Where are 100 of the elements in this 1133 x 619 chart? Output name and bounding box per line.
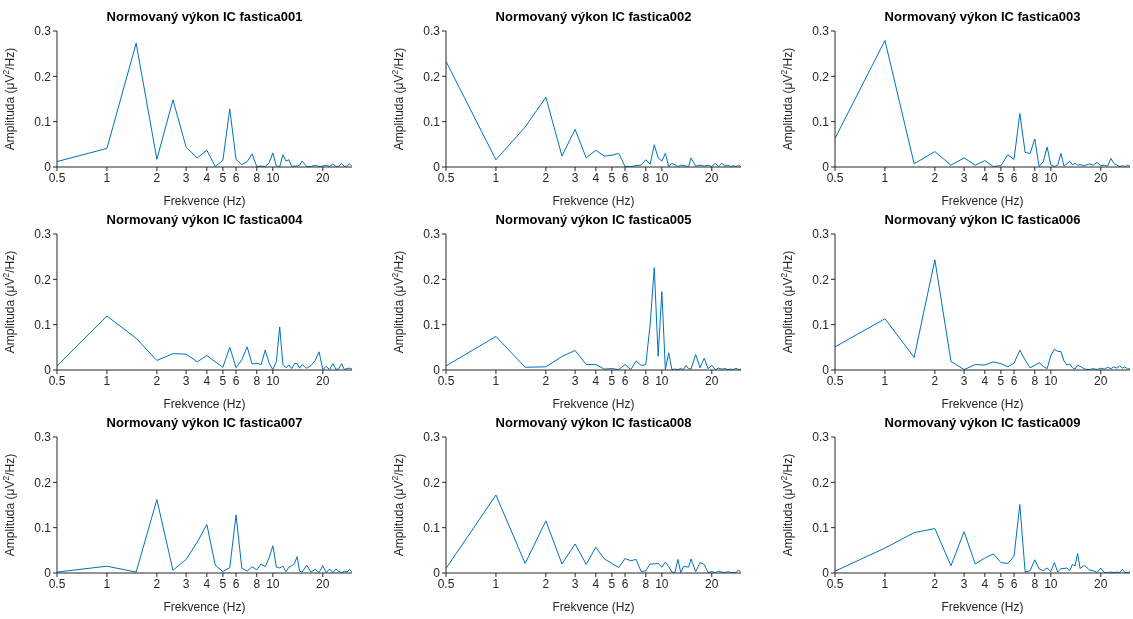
- x-tick-label: 10: [1044, 373, 1058, 388]
- x-tick-label: 8: [642, 373, 650, 388]
- x-tick-label: 0.5: [437, 576, 455, 591]
- x-tick-label: 1: [881, 373, 889, 388]
- x-tick-label: 0.5: [437, 170, 455, 185]
- x-tick-label: 4: [592, 576, 600, 591]
- x-tick-label: 4: [981, 170, 989, 185]
- x-tick-label: 6: [232, 373, 240, 388]
- y-tick-label: 0.1: [423, 520, 441, 535]
- x-tick-label: 8: [253, 373, 261, 388]
- chart-title: Normovaný výkon IC fastica001: [105, 9, 304, 24]
- x-tick-label: 20: [705, 576, 719, 591]
- x-tick-label: 2: [153, 170, 161, 185]
- x-tick-label: 10: [655, 576, 669, 591]
- y-tick-label: 0.1: [34, 114, 52, 129]
- x-tick-label: 5: [997, 170, 1005, 185]
- x-tick-label: 0.5: [826, 170, 844, 185]
- x-axis-title: Frekvence (Hz): [941, 194, 1024, 208]
- y-tick-label: 0.2: [812, 475, 830, 490]
- x-tick-label: 3: [182, 170, 190, 185]
- x-tick-label: 20: [1094, 373, 1108, 388]
- x-axis-title: Frekvence (Hz): [941, 397, 1024, 411]
- x-tick-label: 20: [316, 576, 330, 591]
- x-tick-label: 4: [981, 576, 989, 591]
- x-tick-label: 6: [1010, 576, 1018, 591]
- x-tick-label: 10: [1044, 576, 1058, 591]
- x-tick-label: 6: [232, 170, 240, 185]
- x-tick-label: 8: [1031, 373, 1039, 388]
- x-tick-label: 10: [1044, 170, 1058, 185]
- x-tick-label: 8: [1031, 576, 1039, 591]
- x-tick-label: 0.5: [826, 576, 844, 591]
- x-tick-label: 2: [153, 373, 161, 388]
- x-tick-label: 6: [1010, 170, 1018, 185]
- x-tick-label: 10: [655, 170, 669, 185]
- x-tick-label: 8: [253, 576, 261, 591]
- x-axis-title: Frekvence (Hz): [552, 397, 635, 411]
- x-axis-title: Frekvence (Hz): [163, 600, 246, 614]
- x-tick-label: 0.5: [826, 373, 844, 388]
- y-tick-label: 0.2: [34, 69, 52, 84]
- x-tick-label: 4: [203, 576, 211, 591]
- chart-title: Normovaný výkon IC fastica004: [105, 212, 304, 227]
- x-tick-label: 4: [203, 373, 211, 388]
- x-tick-label: 20: [1094, 170, 1108, 185]
- x-tick-label: 5: [997, 576, 1005, 591]
- x-axis-title: Frekvence (Hz): [163, 397, 246, 411]
- x-tick-label: 2: [153, 576, 161, 591]
- x-tick-label: 4: [203, 170, 211, 185]
- x-axis-title: Frekvence (Hz): [941, 600, 1024, 614]
- x-tick-label: 8: [642, 170, 650, 185]
- x-tick-label: 6: [621, 576, 629, 591]
- x-tick-label: 3: [571, 170, 579, 185]
- x-tick-label: 10: [266, 576, 280, 591]
- chart-title: Normovaný výkon IC fastica007: [105, 415, 304, 430]
- x-tick-label: 3: [571, 373, 579, 388]
- x-tick-label: 0.5: [48, 576, 66, 591]
- chart-title: Normovaný výkon IC fastica009: [883, 415, 1082, 430]
- x-axis-title: Frekvence (Hz): [552, 600, 635, 614]
- x-tick-label: 8: [253, 170, 261, 185]
- chart-title: Normovaný výkon IC fastica008: [494, 415, 693, 430]
- y-tick-label: 0.3: [34, 24, 52, 39]
- y-tick-label: 0.1: [423, 317, 441, 332]
- x-tick-label: 0.5: [48, 170, 66, 185]
- x-tick-label: 1: [103, 373, 111, 388]
- x-tick-label: 2: [931, 576, 939, 591]
- chart-title: Normovaný výkon IC fastica005: [494, 212, 693, 227]
- x-tick-label: 6: [1010, 373, 1018, 388]
- chart-title: Normovaný výkon IC fastica006: [883, 212, 1082, 227]
- x-tick-label: 5: [219, 373, 227, 388]
- x-tick-label: 20: [1094, 576, 1108, 591]
- x-tick-label: 5: [608, 576, 616, 591]
- x-tick-label: 10: [655, 373, 669, 388]
- y-tick-label: 0.2: [423, 272, 441, 287]
- x-tick-label: 1: [881, 170, 889, 185]
- y-tick-label: 0.3: [34, 430, 52, 445]
- y-tick-label: 0.1: [423, 114, 441, 129]
- x-tick-label: 4: [981, 373, 989, 388]
- y-tick-label: 0.3: [812, 430, 830, 445]
- y-tick-label: 0.3: [34, 227, 52, 242]
- y-tick-label: 0.1: [34, 520, 52, 535]
- x-tick-label: 4: [592, 170, 600, 185]
- x-tick-label: 5: [219, 170, 227, 185]
- x-tick-label: 3: [960, 576, 968, 591]
- x-tick-label: 6: [621, 170, 629, 185]
- y-tick-label: 0.2: [812, 69, 830, 84]
- x-tick-label: 3: [182, 373, 190, 388]
- y-tick-label: 0.2: [34, 475, 52, 490]
- x-tick-label: 20: [705, 170, 719, 185]
- x-tick-label: 0.5: [437, 373, 455, 388]
- x-tick-label: 2: [542, 373, 550, 388]
- x-tick-label: 20: [705, 373, 719, 388]
- x-tick-label: 1: [103, 170, 111, 185]
- x-tick-label: 2: [931, 373, 939, 388]
- x-tick-label: 5: [608, 170, 616, 185]
- x-axis-title: Frekvence (Hz): [163, 194, 246, 208]
- x-tick-label: 8: [1031, 170, 1039, 185]
- x-axis-title: Frekvence (Hz): [552, 194, 635, 208]
- y-tick-label: 0.1: [812, 520, 830, 535]
- x-tick-label: 3: [960, 373, 968, 388]
- x-tick-label: 1: [881, 576, 889, 591]
- x-tick-label: 3: [960, 170, 968, 185]
